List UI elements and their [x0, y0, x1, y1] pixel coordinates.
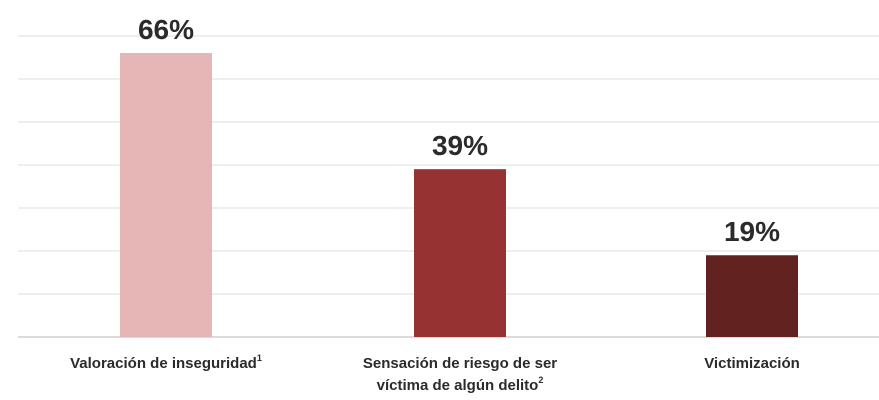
value-labels: 66% 39% 19%	[138, 14, 780, 247]
value-label-2: 39%	[432, 130, 488, 161]
bars	[120, 53, 798, 337]
footnote-marker: 2	[538, 375, 543, 385]
category-label-2-line-1: Sensación de riesgo de ser	[363, 355, 557, 372]
bar-1	[120, 53, 212, 337]
bar-2	[414, 169, 506, 337]
footnote-marker: 1	[257, 353, 262, 363]
bar-3	[706, 255, 798, 337]
category-label-2-line-2: víctima de algún delito2	[377, 375, 544, 394]
category-label-3-line-1: Victimización	[704, 355, 800, 372]
category-label-1-line-1: Valoración de inseguridad1	[70, 353, 262, 372]
category-labels: Valoración de inseguridad1 Sensación de r…	[70, 353, 800, 394]
value-label-1: 66%	[138, 14, 194, 45]
value-label-3: 19%	[724, 216, 780, 247]
